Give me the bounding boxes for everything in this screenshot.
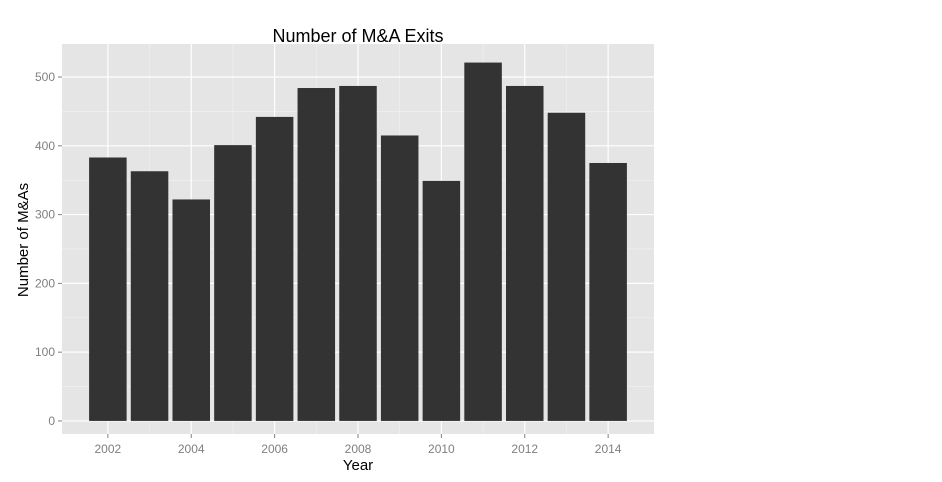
bar-2009 <box>380 135 419 421</box>
bar-2013 <box>547 112 586 421</box>
x-tick-label: 2014 <box>595 442 622 456</box>
bars <box>89 62 627 421</box>
y-axis-title: Number of M&As <box>15 183 32 297</box>
bar-2012 <box>506 85 544 421</box>
bar-2005 <box>214 145 252 421</box>
bar-2010 <box>422 180 461 421</box>
x-tick-label: 2008 <box>345 442 372 456</box>
bar-2004 <box>172 199 210 421</box>
bar-2011 <box>464 62 502 421</box>
bar-2006 <box>255 116 294 421</box>
x-tick-label: 2010 <box>428 442 455 456</box>
y-tick-label: 200 <box>35 276 55 290</box>
y-tick-label: 300 <box>35 208 55 222</box>
x-axis-title: Year <box>343 457 373 474</box>
bar-2002 <box>89 157 127 421</box>
bar-2003 <box>130 171 169 421</box>
y-axis-ticks: 0 100 200 300 400 500 <box>35 70 62 428</box>
x-tick-label: 2006 <box>261 442 288 456</box>
y-tick-label: 0 <box>48 414 55 428</box>
y-tick-label: 400 <box>35 139 55 153</box>
x-tick-label: 2004 <box>178 442 205 456</box>
chart-title: Number of M&A Exits <box>272 26 443 46</box>
bar-2014 <box>589 162 627 421</box>
bar-2007 <box>297 88 336 421</box>
y-tick-label: 100 <box>35 345 55 359</box>
x-tick-label: 2002 <box>95 442 122 456</box>
y-tick-label: 500 <box>35 70 55 84</box>
bar-2008 <box>339 85 377 421</box>
x-tick-label: 2012 <box>511 442 538 456</box>
x-axis-ticks: 2002 2004 2006 2008 2010 2012 2014 <box>95 434 622 456</box>
